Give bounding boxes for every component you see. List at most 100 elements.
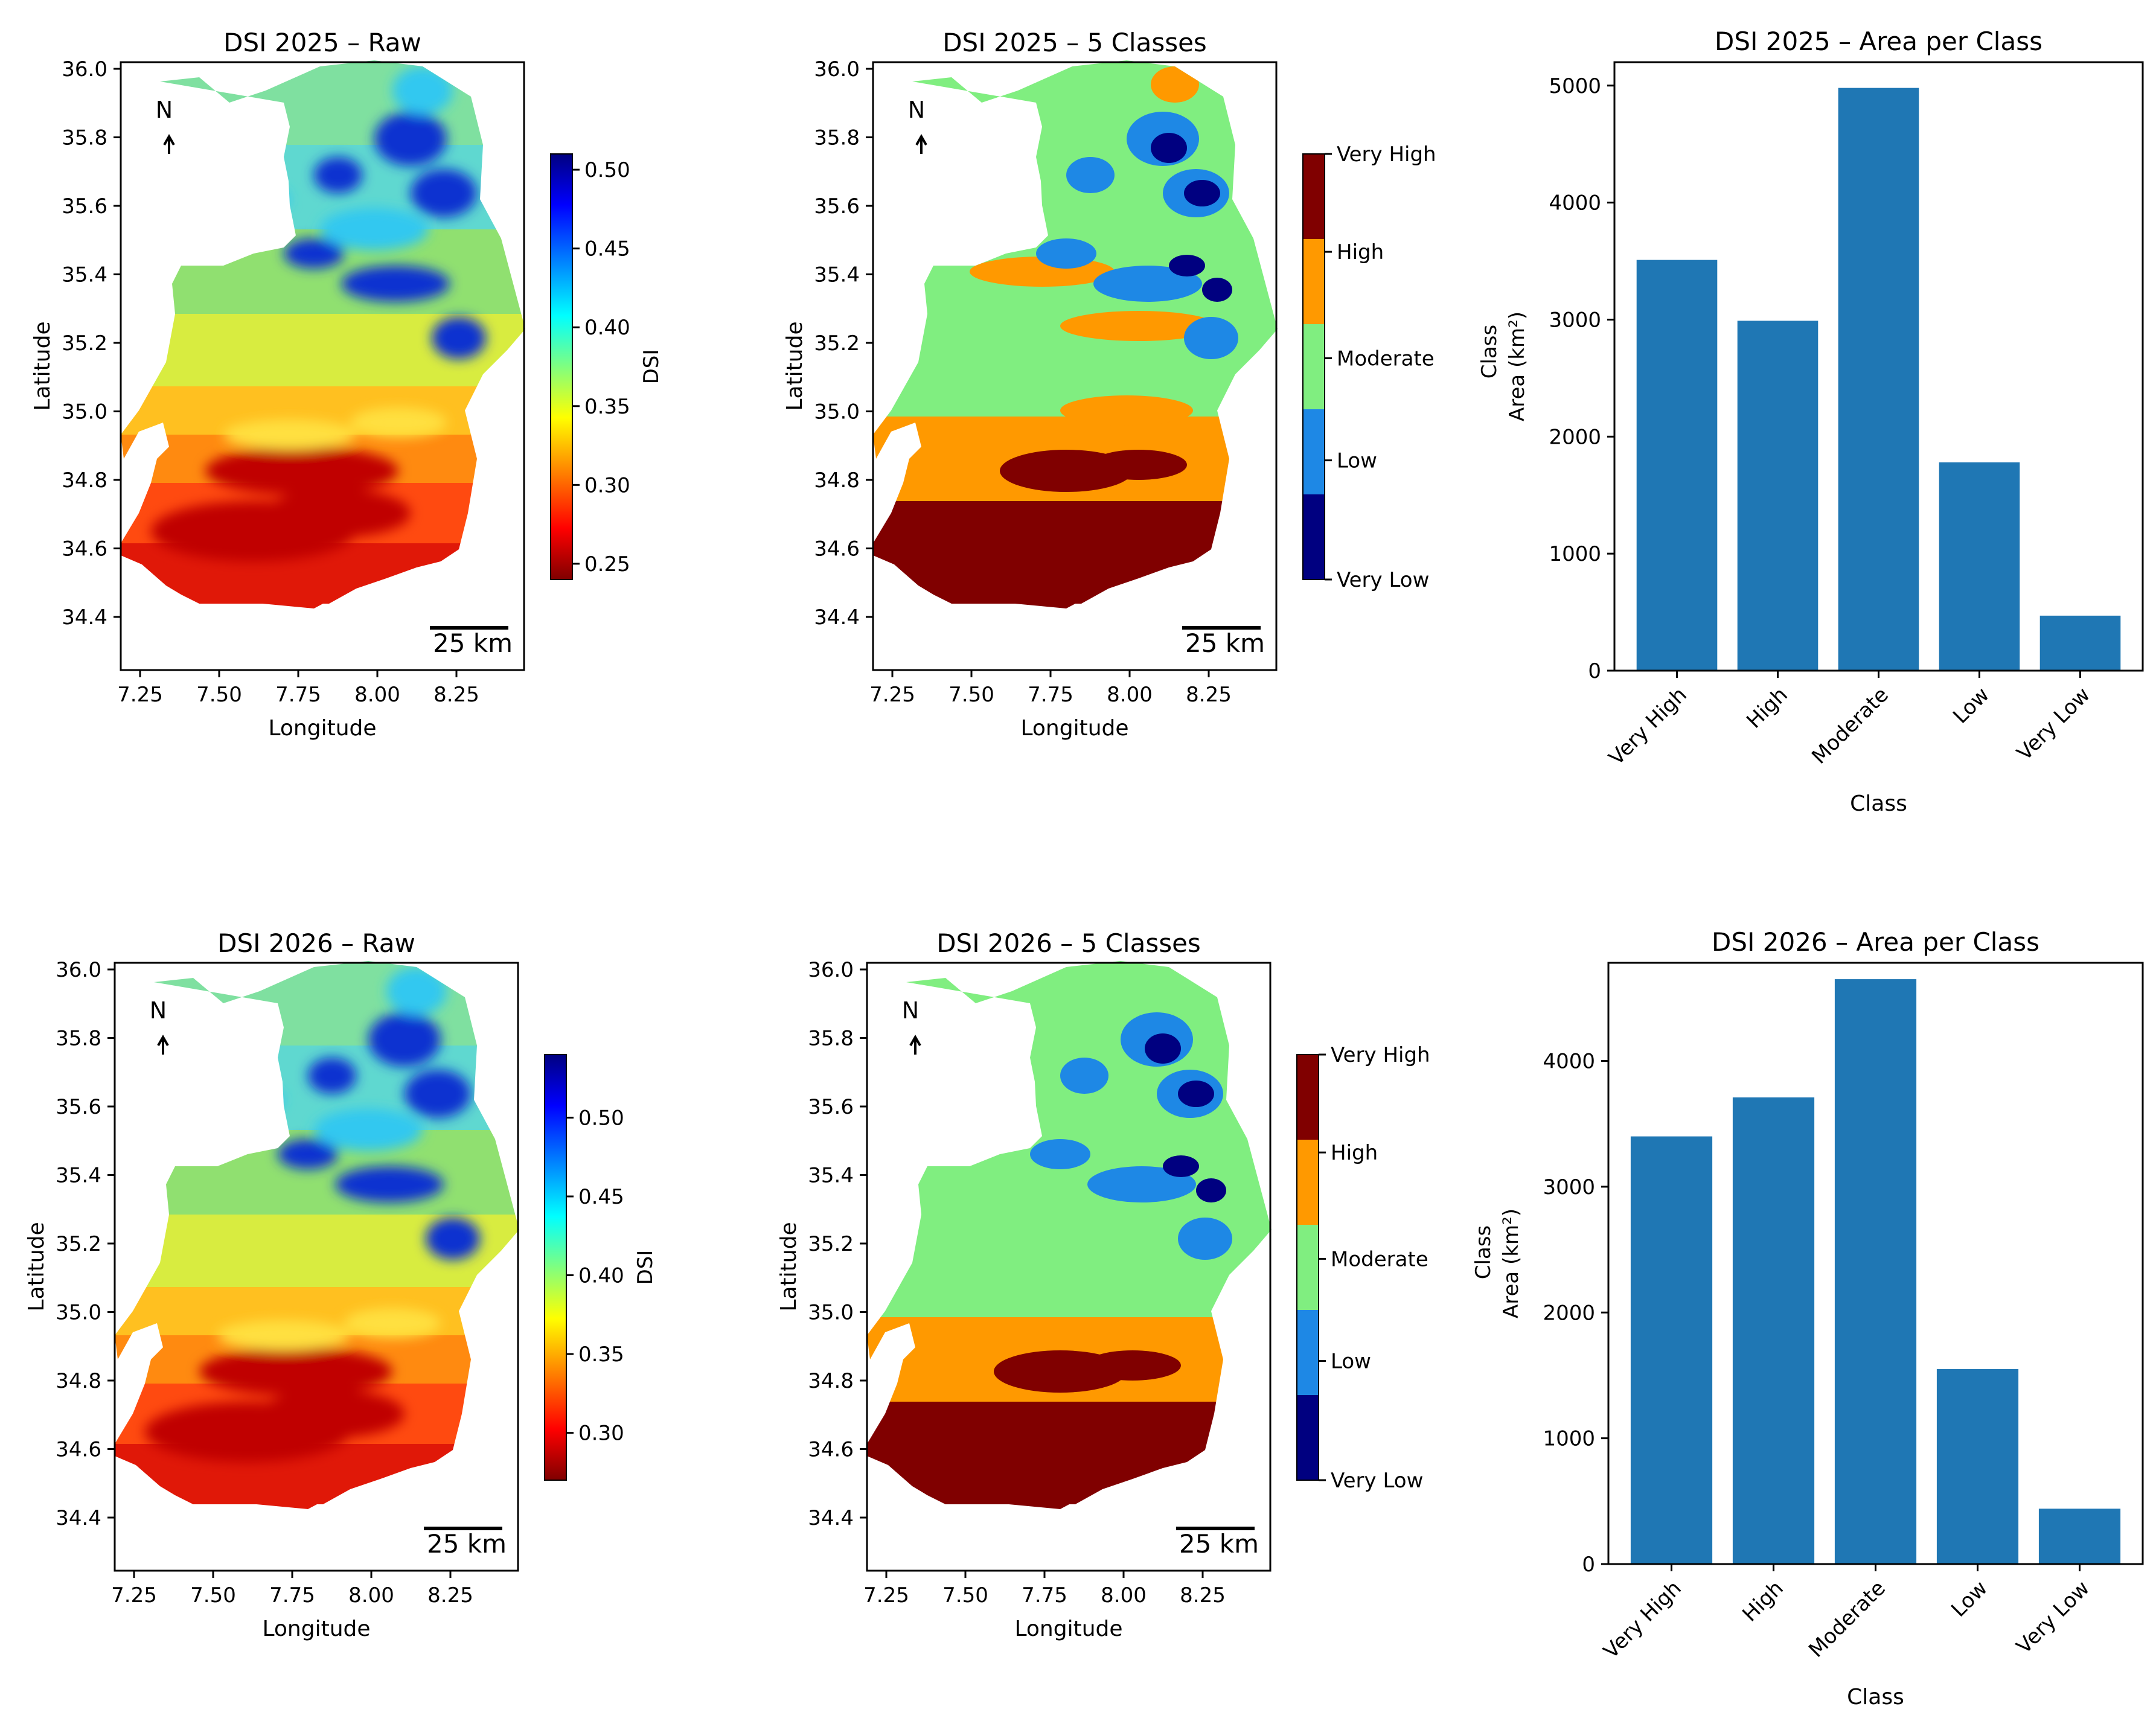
map-axes: DSI 2026 – 5 Classes 7.25 7.50 7.75 8.00 8.25… xyxy=(776,928,1272,1641)
map-region xyxy=(867,961,1272,1509)
class-tick-label: Low xyxy=(1331,1350,1371,1374)
class-patch-very-low xyxy=(1163,1155,1199,1177)
x-tick-label: 7.50 xyxy=(190,1583,236,1608)
x-axis-label: Longitude xyxy=(268,716,376,741)
bar-title: DSI 2025 – Area per Class xyxy=(1715,27,2042,56)
x-axis-label: Longitude xyxy=(262,1617,370,1641)
colorbar-tick-label: 0.45 xyxy=(584,237,630,261)
x-tick-label: Low xyxy=(1948,683,1994,729)
class-patch-very-high xyxy=(1084,1350,1181,1381)
north-arrow-icon xyxy=(157,1034,169,1055)
dsi-patch-yellow xyxy=(350,407,447,438)
class-area-moderate xyxy=(873,60,1278,417)
class-swatch xyxy=(1303,494,1325,580)
map-title: DSI 2026 – Raw xyxy=(217,928,415,958)
dsi-patch-high xyxy=(405,1070,471,1118)
colorbar-label: DSI xyxy=(639,350,664,385)
class-tick-label: High xyxy=(1331,1141,1378,1165)
dsi-texture xyxy=(145,967,480,1462)
x-tick-label: Moderate xyxy=(1807,683,1893,769)
x-tick-label: High xyxy=(1742,683,1793,733)
class-tick-label: Very Low xyxy=(1337,568,1429,592)
y-axis-label: Latitude xyxy=(782,321,807,410)
north-arrow-icon xyxy=(915,133,927,154)
colorbar-tick-label: 0.30 xyxy=(578,1422,624,1446)
x-tick-label: 7.25 xyxy=(111,1583,157,1608)
x-tick-label: 7.25 xyxy=(869,683,915,707)
dsi-patch-high xyxy=(368,1012,441,1067)
dsi-band xyxy=(115,961,519,1046)
class-swatch xyxy=(1297,1140,1319,1225)
north-arrow-label: N xyxy=(156,97,173,123)
scale-bar-label: 25 km xyxy=(433,628,513,658)
north-arrow-icon xyxy=(163,133,175,154)
class-tick-label: High xyxy=(1337,240,1384,264)
y-tick-label: 3000 xyxy=(1543,1175,1595,1199)
dsi-patch-low xyxy=(260,1390,405,1438)
dsi-patch-low xyxy=(266,489,411,537)
bar-low xyxy=(1939,462,2020,671)
y-tick-label: 34.8 xyxy=(62,468,107,493)
class-tick-label: Very High xyxy=(1331,1043,1430,1067)
north-arrow-label: N xyxy=(908,97,925,123)
class-swatch xyxy=(1297,1310,1319,1395)
colorbar: 0.30 0.35 0.40 0.45 0.50 DSI xyxy=(544,1054,657,1481)
bar-very-high xyxy=(1636,260,1718,671)
x-tick-label: 7.50 xyxy=(948,683,994,707)
dsi-band xyxy=(121,543,525,608)
y-tick-label: 34.6 xyxy=(814,537,860,561)
y-tick-label: 34.6 xyxy=(56,1438,101,1462)
colorbar-tick-label: 0.35 xyxy=(578,1343,624,1367)
y-tick-label: 35.2 xyxy=(808,1232,854,1256)
class-swatch xyxy=(1297,1225,1319,1310)
class-legend-label: Class xyxy=(1477,325,1502,378)
panel-area-2025: Very High High Moderate Low Very Low 0 1000 200… xyxy=(1505,27,2144,816)
x-tick-label: 8.25 xyxy=(1186,683,1232,707)
y-tick-label: 35.2 xyxy=(56,1232,101,1256)
dsi-patch-mid xyxy=(320,208,429,251)
colorbar-tick-label: 0.30 xyxy=(584,473,630,497)
y-tick-label: 35.0 xyxy=(56,1301,101,1325)
class-swatch xyxy=(1303,324,1325,409)
class-tick-label: Moderate xyxy=(1331,1247,1428,1271)
x-tick-label: 7.25 xyxy=(863,1583,909,1608)
class-swatch xyxy=(1303,239,1325,324)
class-swatch xyxy=(1297,1055,1319,1140)
map-region xyxy=(873,60,1278,608)
x-tick-label: 7.50 xyxy=(942,1583,988,1608)
y-axis-label: Area (km²) xyxy=(1505,311,1529,421)
y-tick-label: 34.4 xyxy=(808,1506,854,1530)
class-area-moderate xyxy=(867,961,1272,1317)
y-tick-label: 35.4 xyxy=(808,1164,854,1188)
x-axis-label: Longitude xyxy=(1020,716,1128,741)
class-patch-very-low xyxy=(1169,255,1205,276)
bar-moderate xyxy=(1834,979,1917,1564)
dsi-patch-low xyxy=(205,447,398,495)
y-tick-label: 35.8 xyxy=(814,126,860,150)
class-patch-very-low xyxy=(1196,1178,1226,1202)
y-tick-label: 34.4 xyxy=(814,605,860,630)
x-tick-label: Very High xyxy=(1604,683,1692,770)
north-arrow-icon xyxy=(909,1034,921,1055)
dsi-patch-high xyxy=(426,1218,480,1260)
dsi-band xyxy=(121,60,525,145)
y-tick-label: 35.0 xyxy=(808,1301,854,1325)
y-tick-label: 4000 xyxy=(1543,1050,1595,1074)
colorbar-tick-label: 0.50 xyxy=(584,158,630,182)
colorbar-tick-label: 0.35 xyxy=(584,395,630,419)
bar-high xyxy=(1737,321,1819,671)
class-legend-frame xyxy=(1302,153,1325,580)
colorbar-tick-label: 0.45 xyxy=(578,1185,624,1209)
bar-low xyxy=(1936,1369,2019,1564)
x-tick-label: Low xyxy=(1946,1576,1992,1622)
scale-bar-label: 25 km xyxy=(427,1529,507,1559)
y-tick-label: 35.6 xyxy=(56,1095,101,1119)
class-patch-low xyxy=(1066,157,1115,193)
class-tick-label: Very Low xyxy=(1331,1469,1423,1493)
x-tick-label: High xyxy=(1738,1576,1788,1627)
y-tick-label: 35.6 xyxy=(62,194,107,219)
y-tick-label: 36.0 xyxy=(814,57,860,81)
map-region xyxy=(115,961,519,1509)
class-area-very-high xyxy=(867,1402,1272,1509)
x-tick-label: 8.25 xyxy=(433,683,479,707)
